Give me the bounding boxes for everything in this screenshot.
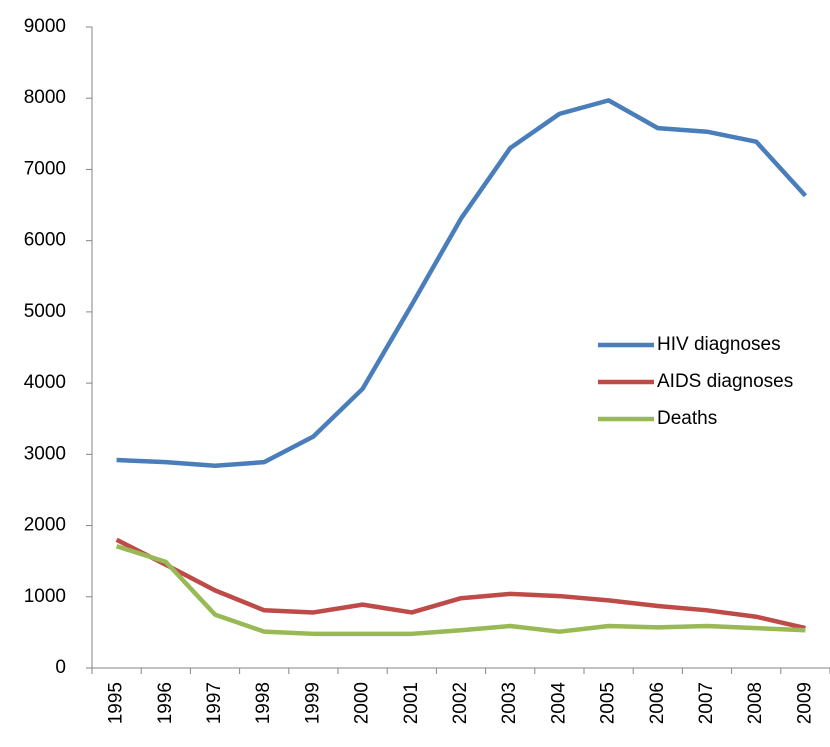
x-tick-label: 1999 xyxy=(302,682,323,724)
series-line xyxy=(115,537,806,631)
x-tick-label: 2008 xyxy=(745,682,766,724)
x-tick-label: 2002 xyxy=(450,682,471,724)
x-tick-label: 1995 xyxy=(106,682,127,724)
x-tick-label: 2003 xyxy=(499,682,520,724)
y-tick-label: 2000 xyxy=(24,515,66,536)
x-tick-label: 2000 xyxy=(352,682,373,724)
x-tick-label: 1998 xyxy=(253,682,274,724)
y-tick-label: 4000 xyxy=(24,372,66,393)
y-tick-label: 5000 xyxy=(24,301,66,322)
series-line xyxy=(115,544,806,637)
y-tick-label: 6000 xyxy=(24,230,66,251)
y-tick-label: 3000 xyxy=(24,443,66,464)
y-tick-label: 7000 xyxy=(24,158,66,179)
x-tick-label: 2007 xyxy=(696,682,717,724)
x-tick-label: 2004 xyxy=(548,682,569,725)
x-tick-label: 1996 xyxy=(155,682,176,724)
y-tick-label: 9000 xyxy=(24,16,66,37)
legend-label: Deaths xyxy=(657,408,717,429)
y-tick-label: 8000 xyxy=(24,87,66,108)
series-line xyxy=(116,98,808,468)
x-tick-label: 2006 xyxy=(647,682,668,724)
x-tick-label: 2005 xyxy=(598,682,619,724)
legend-label: AIDS diagnoses xyxy=(657,371,793,392)
x-tick-label: 1997 xyxy=(204,682,225,724)
legend-label: HIV diagnoses xyxy=(657,334,781,355)
y-tick-label: 1000 xyxy=(24,586,66,607)
x-tick-label: 2009 xyxy=(794,682,815,724)
y-tick-label: 0 xyxy=(55,657,66,678)
x-tick-label: 2001 xyxy=(401,682,422,724)
